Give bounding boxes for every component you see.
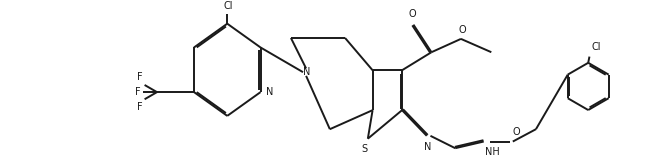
Text: F: F	[137, 73, 143, 83]
Text: Cl: Cl	[224, 1, 233, 11]
Text: O: O	[458, 25, 466, 35]
Text: N: N	[303, 67, 311, 77]
Text: F: F	[137, 102, 143, 112]
Text: O: O	[408, 9, 416, 19]
Text: NH: NH	[485, 147, 500, 157]
Text: F: F	[135, 87, 140, 97]
Text: N: N	[424, 142, 431, 152]
Text: Cl: Cl	[591, 42, 601, 52]
Text: S: S	[361, 144, 367, 154]
Text: O: O	[512, 127, 520, 137]
Text: N: N	[266, 87, 273, 97]
